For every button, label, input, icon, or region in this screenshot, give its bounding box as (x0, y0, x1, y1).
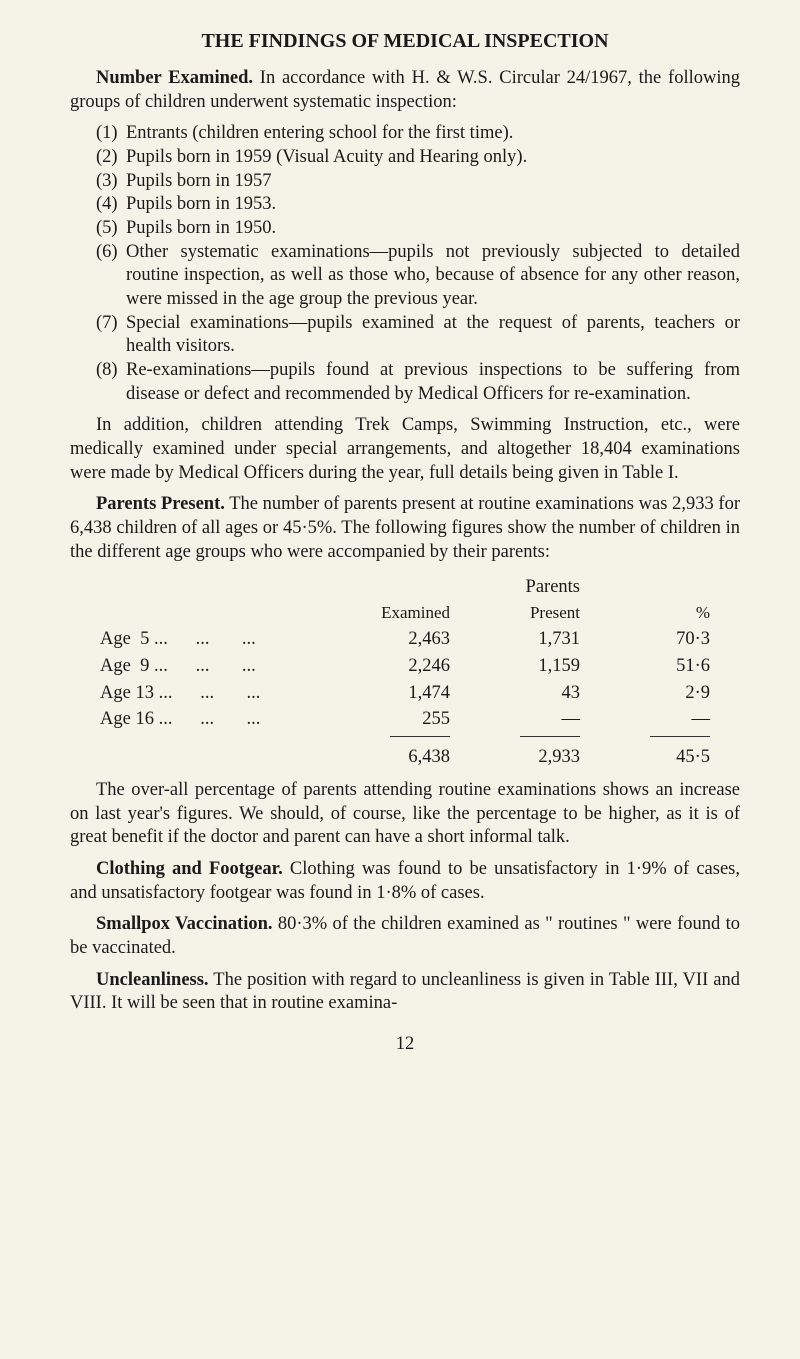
cell-present: 1,159 (450, 653, 580, 680)
row-label: Age 13 ... ... ... (70, 680, 320, 707)
table-row: Age 5 ... ... ... 2,463 1,731 70·3 (70, 626, 740, 653)
inspection-list: (1)Entrants (children entering school fo… (96, 122, 740, 406)
page-number: 12 (70, 1034, 740, 1055)
list-text: Other systematic examinations—pupils not… (126, 241, 740, 312)
cell-pct: 70·3 (580, 626, 710, 653)
lead-clothing: Clothing and Footgear. (96, 859, 283, 879)
table-row: Age 13 ... ... ... 1,474 43 2·9 (70, 680, 740, 707)
list-item: (2)Pupils born in 1959 (Visual Acuity an… (96, 146, 740, 170)
table-total-row: 6,438 2,933 45·5 (70, 744, 740, 771)
rule (520, 736, 580, 737)
table-cell (580, 574, 710, 601)
header-parents-top: Parents (450, 574, 580, 601)
rule-row (70, 733, 740, 740)
para-parents-present: Parents Present. The number of parents p… (70, 493, 740, 564)
cell-pct: — (580, 706, 710, 733)
header-pct: % (580, 601, 710, 626)
total-pct: 45·5 (580, 744, 710, 771)
list-num: (1) (96, 122, 126, 146)
cell-examined: 2,463 (320, 626, 450, 653)
rule (650, 736, 710, 737)
list-num: (7) (96, 312, 126, 359)
list-text: Pupils born in 1959 (Visual Acuity and H… (126, 146, 740, 170)
list-num: (5) (96, 217, 126, 241)
list-num: (6) (96, 241, 126, 312)
rule (390, 736, 450, 737)
list-text: Pupils born in 1950. (126, 217, 740, 241)
list-item: (4)Pupils born in 1953. (96, 193, 740, 217)
cell-examined: 2,246 (320, 653, 450, 680)
para-number-examined: Number Examined. In accordance with H. &… (70, 67, 740, 114)
list-item: (8)Re-examinations—pupils found at previ… (96, 359, 740, 406)
list-text: Special examinations—pupils examined at … (126, 312, 740, 359)
cell-present: 43 (450, 680, 580, 707)
table-row: Parents (70, 574, 740, 601)
list-item: (3)Pupils born in 1957 (96, 170, 740, 194)
list-text: Entrants (children entering school for t… (126, 122, 740, 146)
lead-number-examined: Number Examined. (96, 68, 253, 88)
cell-present: — (450, 706, 580, 733)
table-cell (70, 574, 320, 601)
table-row: Age 9 ... ... ... 2,246 1,159 51·6 (70, 653, 740, 680)
header-present: Present (450, 601, 580, 626)
cell-examined: 1,474 (320, 680, 450, 707)
cell-pct: 51·6 (580, 653, 710, 680)
list-item: (5)Pupils born in 1950. (96, 217, 740, 241)
list-item: (6)Other systematic examinations—pupils … (96, 241, 740, 312)
lead-parents-present: Parents Present. (96, 494, 225, 514)
lead-uncleanliness: Uncleanliness. (96, 970, 209, 990)
total-present: 2,933 (450, 744, 580, 771)
para-smallpox: Smallpox Vaccination. 80·3% of the child… (70, 913, 740, 960)
table-row: Age 16 ... ... ... 255 — — (70, 706, 740, 733)
cell-examined: 255 (320, 706, 450, 733)
total-examined: 6,438 (320, 744, 450, 771)
list-item: (1)Entrants (children entering school fo… (96, 122, 740, 146)
cell-pct: 2·9 (580, 680, 710, 707)
list-text: Pupils born in 1957 (126, 170, 740, 194)
list-num: (3) (96, 170, 126, 194)
list-num: (2) (96, 146, 126, 170)
row-label: Age 9 ... ... ... (70, 653, 320, 680)
para-addition: In addition, children attending Trek Cam… (70, 414, 740, 485)
cell-present: 1,731 (450, 626, 580, 653)
parents-table: Parents Examined Present % Age 5 ... ...… (70, 574, 740, 771)
list-num: (8) (96, 359, 126, 406)
para-uncleanliness: Uncleanliness. The position with regard … (70, 969, 740, 1016)
para-overall: The over-all percentage of parents atten… (70, 779, 740, 850)
table-cell (70, 601, 320, 626)
row-label: Age 16 ... ... ... (70, 706, 320, 733)
list-num: (4) (96, 193, 126, 217)
list-text: Pupils born in 1953. (126, 193, 740, 217)
table-cell (320, 574, 450, 601)
list-text: Re-examinations—pupils found at previous… (126, 359, 740, 406)
page-title: THE FINDINGS OF MEDICAL INSPECTION (70, 30, 740, 53)
list-item: (7)Special examinations—pupils examined … (96, 312, 740, 359)
table-header-row: Examined Present % (70, 601, 740, 626)
table-cell (70, 744, 320, 771)
row-label: Age 5 ... ... ... (70, 626, 320, 653)
lead-smallpox: Smallpox Vaccination. (96, 914, 273, 934)
header-examined: Examined (320, 601, 450, 626)
para-clothing: Clothing and Footgear. Clothing was foun… (70, 858, 740, 905)
